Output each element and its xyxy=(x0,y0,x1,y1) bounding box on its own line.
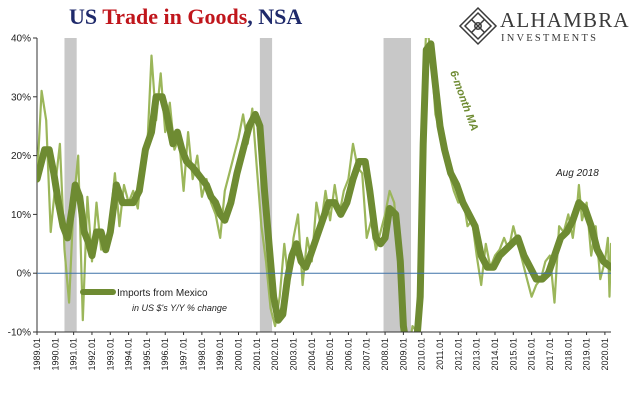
x-tick-label: 2007.01 xyxy=(362,338,372,371)
y-tick-label: 20% xyxy=(11,151,31,162)
x-tick-label: 2015.01 xyxy=(508,338,518,371)
diamond-logo-icon xyxy=(458,6,498,46)
x-tick-label: 1990.01 xyxy=(50,338,60,371)
y-tick-label: -10% xyxy=(8,328,31,339)
title-part-1: US xyxy=(69,4,103,29)
x-tick-label: 2016.01 xyxy=(527,338,537,371)
legend-label: Imports from Mexico xyxy=(117,288,208,299)
x-tick-label: 2019.01 xyxy=(582,338,592,371)
x-tick-label: 1999.01 xyxy=(215,338,225,371)
series-line-6-month-ma xyxy=(37,40,611,332)
x-tick-label: 2009.01 xyxy=(398,338,408,371)
x-tick-label: 2020.01 xyxy=(600,338,610,371)
x-tick-label: 2011.01 xyxy=(435,338,445,370)
logo-name: ALHAMBRA xyxy=(500,8,630,32)
x-tick-label: 2003.01 xyxy=(288,338,298,371)
annotation-aug-2018: Aug 2018 xyxy=(555,168,599,179)
y-tick-label: 30% xyxy=(11,92,31,103)
x-tick-label: 1995.01 xyxy=(142,338,152,371)
title-part-2: Trade in Goods xyxy=(102,4,248,29)
chart-title: US Trade in Goods, NSA xyxy=(69,4,302,30)
y-tick-label: 10% xyxy=(11,210,31,221)
x-tick-label: 2012.01 xyxy=(453,338,463,371)
x-tick-label: 2000.01 xyxy=(234,338,244,371)
legend-sublabel: in US $'s Y/Y % change xyxy=(132,303,227,313)
x-tick-label: 2018.01 xyxy=(563,338,573,371)
x-tick-label: 2017.01 xyxy=(545,338,555,371)
recession-band xyxy=(64,38,77,332)
x-tick-label: 2006.01 xyxy=(343,338,353,371)
x-tick-label: 1989.01 xyxy=(32,338,42,371)
recession-band xyxy=(383,38,412,332)
x-tick-label: 2004.01 xyxy=(307,338,317,371)
x-tick-label: 2010.01 xyxy=(417,338,427,371)
x-tick-label: 2014.01 xyxy=(490,338,500,371)
logo-subtitle: INVESTMENTS xyxy=(501,33,599,44)
x-tick-label: 1994.01 xyxy=(124,338,134,371)
y-tick-label: 40% xyxy=(11,34,31,45)
x-tick-label: 2002.01 xyxy=(270,338,280,371)
legend: Imports from Mexico in US $'s Y/Y % chan… xyxy=(80,288,227,313)
y-axis: -10% 0% 10% 20% 30% 40% xyxy=(8,34,38,339)
plot-area xyxy=(37,38,611,332)
x-axis: 1989.01 1990.01 1991.01 1992.01 1993.01 1994.… xyxy=(32,331,611,371)
series-line-monthly xyxy=(37,38,611,332)
x-tick-label: 2005.01 xyxy=(325,338,335,371)
recession-bands xyxy=(64,38,412,332)
title-part-3: , NSA xyxy=(247,4,303,29)
x-tick-label: 1997.01 xyxy=(179,338,189,371)
x-tick-label: 1991.01 xyxy=(69,338,79,371)
x-tick-label: 1992.01 xyxy=(87,338,97,371)
alhambra-logo: ALHAMBRA INVESTMENTS xyxy=(458,6,638,48)
x-tick-label: 2013.01 xyxy=(472,338,482,371)
x-tick-label: 1993.01 xyxy=(105,338,115,371)
y-tick-label: 0% xyxy=(17,269,32,280)
x-tick-label: 1998.01 xyxy=(197,338,207,371)
x-tick-label: 2001.01 xyxy=(252,338,262,371)
x-tick-label: 2008.01 xyxy=(380,338,390,371)
x-tick-label: 1996.01 xyxy=(160,338,170,371)
annotation-6-month-ma: 6-month MA xyxy=(447,69,480,133)
